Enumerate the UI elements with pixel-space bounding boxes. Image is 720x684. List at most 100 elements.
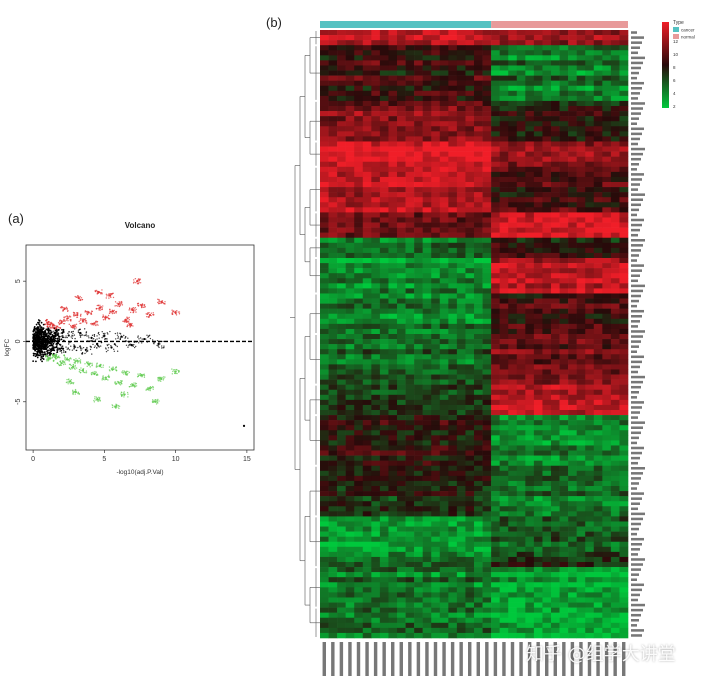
volcano-point-jitter bbox=[140, 306, 143, 308]
heatmap-cell bbox=[491, 176, 500, 183]
heatmap-cell bbox=[405, 313, 415, 320]
heatmap-cell bbox=[482, 75, 492, 81]
heatmap-cell bbox=[491, 146, 500, 152]
heatmap-cell bbox=[448, 45, 458, 51]
heatmap-cell bbox=[337, 399, 346, 406]
heatmap-cell bbox=[328, 435, 338, 441]
volcano-point-dense bbox=[59, 344, 62, 346]
volcano-point-dense bbox=[56, 337, 59, 340]
heatmap-cell bbox=[619, 121, 629, 127]
volcano-point-dense bbox=[53, 332, 56, 334]
heatmap-cell bbox=[422, 171, 432, 178]
heatmap-cell bbox=[551, 268, 560, 274]
heatmap-cell bbox=[405, 242, 415, 249]
heatmap-cell bbox=[474, 136, 483, 142]
heatmap-cell bbox=[568, 288, 577, 294]
heatmap-cell bbox=[508, 111, 518, 117]
heatmap-cell bbox=[602, 410, 612, 416]
heatmap-cell bbox=[568, 450, 577, 456]
heatmap-cell bbox=[508, 389, 518, 396]
volcano-point-jitter bbox=[67, 383, 69, 385]
volcano-point-jitter bbox=[60, 346, 62, 348]
heatmap-cell bbox=[602, 445, 612, 451]
heatmap-cell bbox=[362, 445, 372, 451]
heatmap-cell bbox=[585, 323, 595, 330]
heatmap-cell bbox=[491, 359, 500, 365]
heatmap-cell bbox=[525, 288, 535, 294]
heatmap-cell bbox=[499, 425, 509, 431]
heatmap-cell bbox=[482, 156, 492, 163]
heatmap-cell bbox=[610, 318, 620, 325]
heatmap-cell bbox=[593, 273, 603, 279]
heatmap-cell bbox=[439, 65, 449, 71]
heatmap-cell bbox=[508, 318, 518, 325]
volcano-point-jitter bbox=[75, 367, 78, 369]
volcano-point-jitter bbox=[178, 311, 181, 313]
heatmap-cell bbox=[491, 151, 500, 157]
heatmap-cell bbox=[439, 425, 449, 431]
heatmap-cell bbox=[619, 354, 629, 360]
volcano-point-dense bbox=[42, 353, 44, 356]
heatmap-cell bbox=[610, 95, 620, 102]
volcano-point-jitter bbox=[62, 362, 65, 364]
heatmap-cell bbox=[559, 258, 569, 264]
heatmap-cell bbox=[379, 334, 389, 340]
heatmap-cell bbox=[431, 359, 441, 365]
heatmap-cell bbox=[422, 278, 432, 284]
heatmap-cell bbox=[516, 217, 526, 223]
heatmap-cell bbox=[508, 50, 518, 56]
volcano-point-jitter bbox=[160, 345, 163, 347]
heatmap-cell bbox=[619, 440, 629, 446]
heatmap-cell bbox=[585, 232, 595, 239]
heatmap-cell bbox=[371, 252, 381, 259]
heatmap-cell bbox=[379, 222, 389, 228]
heatmap-cell bbox=[456, 344, 466, 350]
heatmap-cell bbox=[345, 202, 355, 208]
volcano-point-jitter bbox=[80, 346, 82, 349]
volcano-point-jitter bbox=[161, 347, 163, 349]
heatmap-cell bbox=[602, 217, 612, 223]
sample-type-bar-cancer bbox=[320, 21, 492, 28]
heatmap-cell bbox=[371, 182, 381, 188]
heatmap-cell bbox=[508, 258, 518, 264]
heatmap-cell bbox=[379, 182, 389, 188]
heatmap-cell bbox=[362, 410, 372, 416]
heatmap-cell bbox=[533, 349, 543, 355]
heatmap-cell bbox=[533, 242, 543, 249]
heatmap-cell bbox=[542, 445, 552, 451]
heatmap-cell bbox=[491, 207, 500, 213]
heatmap-cell bbox=[456, 364, 466, 370]
heatmap-cell bbox=[405, 394, 415, 401]
heatmap-cell bbox=[354, 288, 364, 294]
heatmap-cell bbox=[456, 217, 466, 223]
heatmap-cell bbox=[397, 131, 406, 137]
heatmap-cell bbox=[431, 298, 441, 304]
heatmap-cell bbox=[337, 176, 346, 183]
heatmap-cell bbox=[474, 111, 483, 117]
heatmap-cell bbox=[439, 121, 449, 127]
volcano-point-dense bbox=[46, 318, 48, 321]
volcano-point-jitter bbox=[101, 289, 103, 291]
volcano-point-jitter bbox=[63, 316, 66, 318]
heatmap-cell bbox=[619, 394, 629, 401]
heatmap-cell bbox=[551, 283, 560, 289]
heatmap-cell bbox=[516, 328, 526, 335]
heatmap-cell bbox=[362, 100, 372, 107]
heatmap-cell bbox=[439, 146, 449, 152]
volcano-point-jitter bbox=[162, 347, 164, 349]
heatmap-cell bbox=[542, 116, 552, 122]
heatmap-cell bbox=[328, 263, 338, 269]
heatmap-cell bbox=[465, 182, 475, 188]
volcano-point-jitter bbox=[67, 332, 69, 335]
heatmap-cell bbox=[559, 283, 569, 289]
volcano-point-jitter bbox=[107, 314, 110, 317]
heatmap-cell bbox=[362, 55, 372, 61]
heatmap-cell bbox=[431, 45, 441, 51]
heatmap-cell bbox=[499, 410, 509, 416]
volcano-point bbox=[123, 393, 126, 396]
volcano-point-jitter bbox=[114, 338, 117, 340]
heatmap-cell bbox=[439, 263, 449, 269]
heatmap-cell bbox=[379, 45, 389, 51]
heatmap-cell bbox=[439, 298, 449, 304]
heatmap-cell bbox=[354, 187, 364, 193]
